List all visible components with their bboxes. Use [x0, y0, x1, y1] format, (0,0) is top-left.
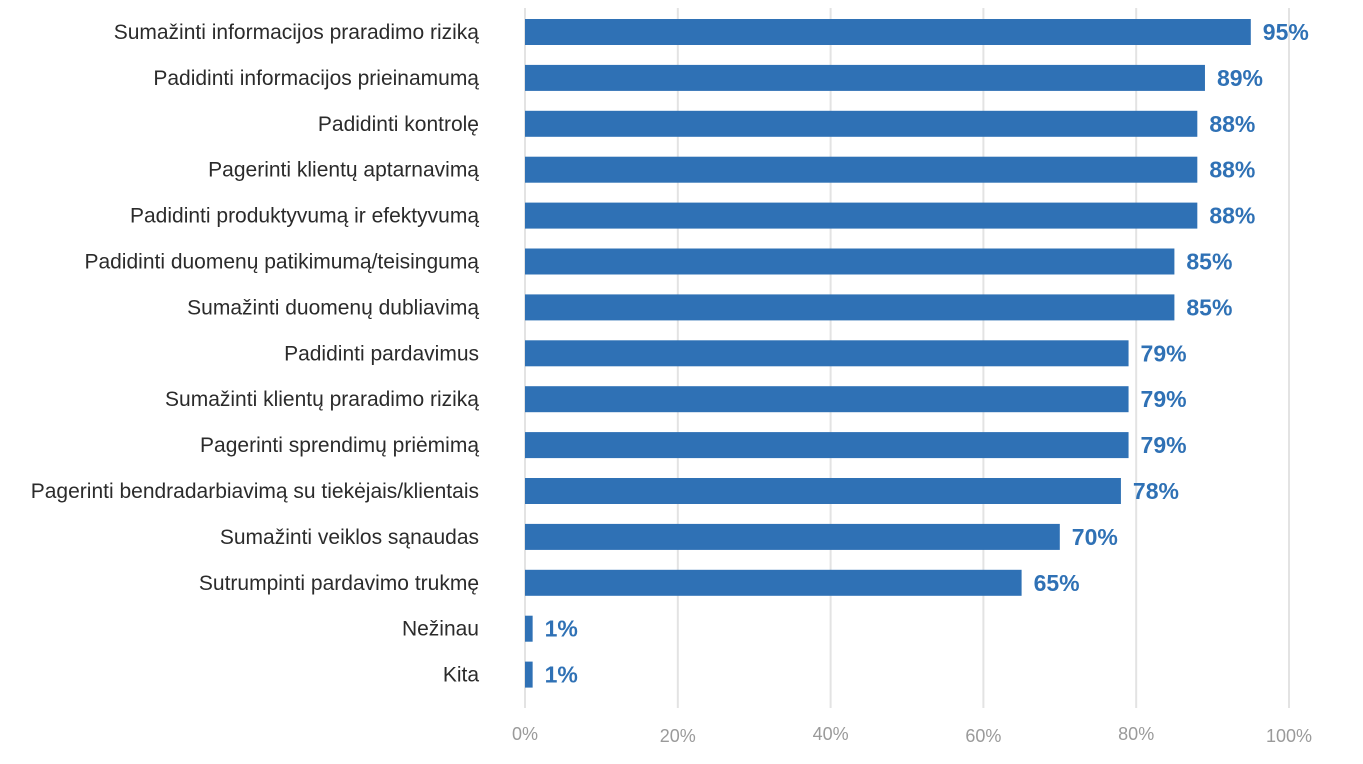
x-tick-label: 80%	[1118, 724, 1154, 744]
bar	[525, 19, 1251, 45]
category-label: Padidinti informacijos prieinamumą	[153, 67, 479, 90]
category-label: Pagerinti sprendimų priėmimą	[200, 434, 479, 457]
x-axis-ticks: 0% 20% 40% 60% 80% 100%	[512, 724, 1312, 746]
category-label: Pagerinti klientų aptarnavimą	[208, 159, 479, 182]
value-label: 79%	[1141, 340, 1187, 366]
bar	[525, 294, 1175, 321]
category-label: Sumažinti duomenų dubliavimą	[187, 296, 479, 319]
bar	[525, 569, 1022, 596]
value-label: 65%	[1034, 570, 1080, 596]
value-label: 78%	[1133, 478, 1179, 504]
value-label: 88%	[1209, 111, 1255, 137]
value-label: 95%	[1263, 19, 1309, 45]
category-label: Nežinau	[402, 618, 479, 641]
value-label: 88%	[1209, 157, 1255, 183]
category-label: Padidinti produktyvumą ir efektyvumą	[130, 205, 479, 228]
x-tick-label: 20%	[660, 726, 696, 746]
category-label: Sutrumpinti pardavimo trukmę	[199, 572, 479, 595]
value-labels: 95%89% 88% 88% 88% 85% 85% 79% 79% 79% 78% 70% 65% 1…	[545, 19, 1309, 688]
x-tick-label: 0%	[512, 724, 538, 744]
value-label: 79%	[1141, 432, 1187, 458]
bars	[525, 19, 1251, 688]
category-label: Padidinti pardavimus	[284, 342, 479, 365]
category-label: Sumažinti veiklos sąnaudas	[220, 526, 479, 549]
bar	[525, 386, 1129, 413]
bar	[525, 661, 533, 688]
bar	[525, 432, 1129, 459]
category-label: Padidinti kontrolę	[318, 113, 479, 136]
bar	[525, 110, 1198, 137]
value-label: 85%	[1186, 249, 1232, 275]
x-tick-label: 100%	[1266, 726, 1312, 746]
x-tick-label: 40%	[813, 724, 849, 744]
bar	[525, 248, 1175, 275]
value-label: 70%	[1072, 524, 1118, 550]
value-label: 1%	[545, 662, 578, 688]
bar	[525, 156, 1198, 183]
bar	[525, 202, 1198, 229]
bar	[525, 340, 1129, 367]
category-label: Sumažinti informacijos praradimo riziką	[114, 21, 480, 44]
x-tick-label: 60%	[965, 726, 1001, 746]
value-label: 89%	[1217, 65, 1263, 91]
category-label: Sumažinti klientų praradimo riziką	[165, 388, 479, 411]
bar	[525, 523, 1060, 550]
category-label: Pagerinti bendradarbiavimą su tiekėjais/…	[31, 480, 479, 503]
category-label: Kita	[443, 664, 480, 687]
value-label: 1%	[545, 616, 578, 642]
value-label: 85%	[1186, 294, 1232, 320]
category-labels: Sumažinti informacijos praradimo riziką P…	[31, 21, 480, 687]
bar	[525, 64, 1205, 91]
bar	[525, 615, 533, 642]
bar	[525, 478, 1121, 504]
value-label: 88%	[1209, 203, 1255, 229]
value-label: 79%	[1141, 386, 1187, 412]
category-label: Padidinti duomenų patikimumą/teisingumą	[84, 251, 479, 274]
